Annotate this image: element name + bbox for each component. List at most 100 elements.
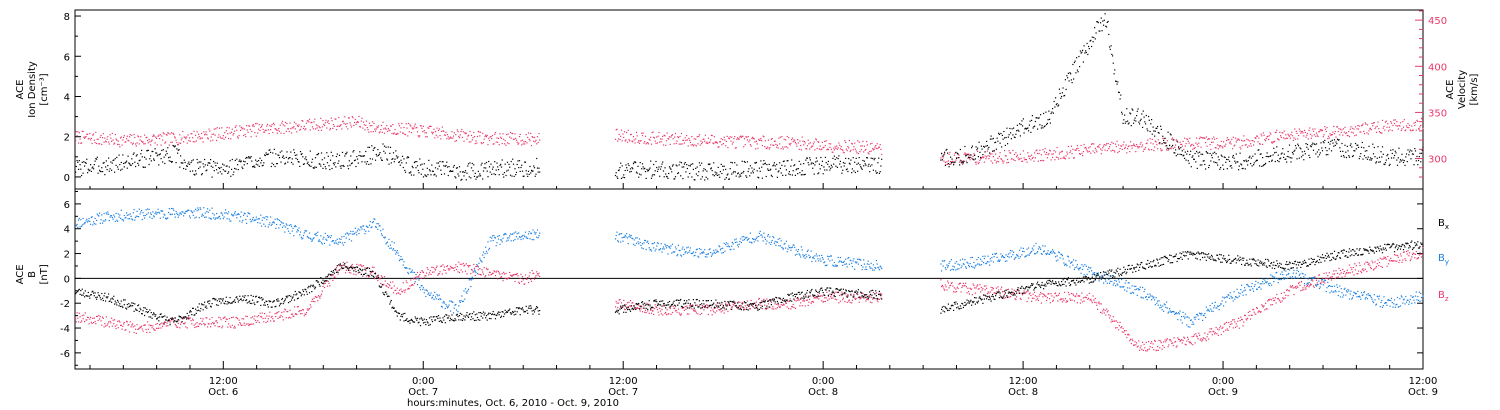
data-point — [776, 241, 778, 243]
data-point — [240, 126, 242, 128]
data-point — [1154, 140, 1156, 142]
data-point — [380, 157, 382, 159]
data-point — [271, 223, 273, 225]
data-point — [1139, 286, 1141, 288]
data-point — [411, 269, 413, 271]
data-point — [1280, 135, 1282, 137]
data-point — [1167, 131, 1169, 133]
data-point — [80, 142, 82, 144]
data-point — [428, 159, 430, 161]
data-point — [1345, 132, 1347, 135]
data-point — [815, 260, 817, 262]
data-point — [365, 124, 367, 126]
data-point — [1160, 150, 1162, 152]
data-point — [1114, 151, 1116, 153]
data-point — [1100, 153, 1102, 155]
data-point — [173, 145, 175, 147]
data-point — [99, 222, 101, 224]
data-point — [804, 142, 806, 144]
data-point — [452, 137, 454, 139]
data-point — [1055, 260, 1057, 262]
data-point — [96, 142, 98, 145]
data-point — [1180, 147, 1182, 149]
data-point — [1090, 152, 1092, 154]
data-point — [1154, 135, 1156, 137]
data-point — [305, 156, 307, 158]
data-point — [108, 220, 110, 222]
data-point — [84, 222, 86, 224]
data-point — [147, 142, 149, 144]
data-point — [265, 152, 267, 154]
data-point — [1412, 153, 1414, 155]
data-point — [354, 118, 356, 121]
data-point — [425, 289, 428, 291]
data-point — [1132, 145, 1134, 147]
data-point — [809, 148, 811, 150]
data-point — [230, 138, 232, 140]
data-point — [808, 143, 810, 145]
data-point — [1219, 146, 1221, 148]
data-point — [304, 230, 306, 232]
data-point — [219, 218, 221, 220]
data-point — [1073, 268, 1075, 271]
data-point — [1281, 132, 1283, 134]
data-point — [112, 139, 114, 141]
data-point — [165, 217, 167, 219]
data-point — [434, 137, 436, 139]
data-point — [539, 139, 541, 141]
data-point — [616, 128, 618, 130]
data-point — [674, 132, 677, 135]
data-point — [1166, 307, 1168, 309]
data-point — [1091, 45, 1093, 48]
data-point — [988, 146, 990, 148]
data-point — [770, 174, 772, 176]
data-point — [973, 261, 975, 264]
data-point — [777, 171, 779, 173]
data-point — [773, 162, 775, 164]
data-point — [1402, 302, 1404, 304]
data-point — [1277, 160, 1279, 162]
data-point — [701, 143, 703, 145]
data-point — [1122, 122, 1124, 124]
data-point — [1358, 158, 1360, 160]
data-point — [125, 141, 127, 143]
data-point — [621, 140, 623, 142]
data-point — [1082, 49, 1084, 51]
data-point — [863, 263, 865, 265]
data-point — [705, 254, 707, 256]
data-point — [102, 162, 104, 164]
data-point — [1303, 150, 1306, 152]
data-point — [124, 217, 126, 219]
data-point — [1228, 156, 1230, 158]
data-point — [110, 322, 112, 324]
data-point — [749, 241, 751, 243]
data-point — [113, 143, 115, 145]
data-point — [782, 148, 784, 150]
data-point — [1238, 165, 1240, 167]
data-point — [1314, 277, 1316, 279]
data-point — [685, 139, 687, 141]
data-point — [406, 267, 408, 269]
data-point — [273, 164, 275, 166]
data-point — [725, 242, 727, 244]
data-point — [96, 219, 98, 222]
data-point — [376, 223, 378, 225]
data-point — [503, 143, 506, 145]
data-point — [471, 139, 473, 141]
data-point — [1000, 158, 1002, 160]
data-point — [445, 303, 447, 306]
data-point — [462, 131, 464, 133]
data-point — [1068, 260, 1070, 262]
data-point — [1363, 130, 1365, 132]
data-point — [1025, 255, 1027, 257]
data-point — [398, 161, 400, 163]
data-point — [968, 157, 970, 159]
data-point — [260, 126, 262, 129]
data-point — [851, 262, 853, 264]
data-point — [1067, 145, 1069, 148]
data-point — [474, 143, 476, 145]
data-point — [1066, 75, 1068, 77]
data-point — [717, 251, 719, 253]
data-point — [1366, 158, 1369, 160]
data-point — [996, 160, 998, 162]
